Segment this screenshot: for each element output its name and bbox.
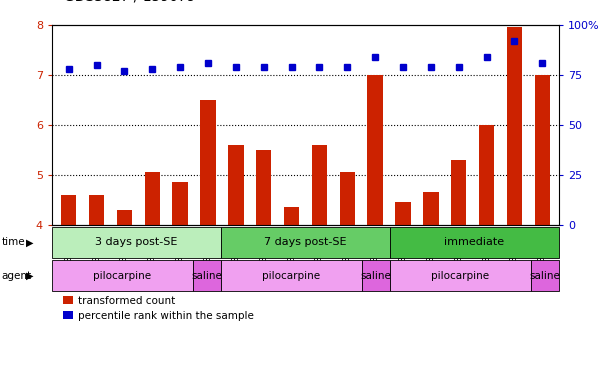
Bar [89, 195, 104, 225]
Bar [390, 260, 531, 291]
Bar [340, 172, 355, 225]
Bar [52, 227, 221, 258]
Bar [362, 260, 390, 291]
Bar [367, 75, 383, 225]
Bar [531, 260, 559, 291]
Bar [256, 150, 271, 225]
Text: time: time [1, 237, 25, 247]
Bar [479, 125, 494, 225]
Bar [200, 100, 216, 225]
Text: pilocarpine: pilocarpine [262, 271, 321, 281]
Text: 7 days post-SE: 7 days post-SE [264, 237, 347, 247]
Bar [117, 210, 132, 225]
Bar [535, 75, 550, 225]
Bar [507, 28, 522, 225]
Bar [221, 227, 390, 258]
Text: agent: agent [1, 271, 31, 281]
Text: saline: saline [530, 271, 560, 281]
Text: pilocarpine: pilocarpine [431, 271, 489, 281]
Bar [52, 260, 193, 291]
Legend: transformed count, percentile rank within the sample: transformed count, percentile rank withi… [64, 296, 254, 321]
Bar [193, 260, 221, 291]
Text: ▶: ▶ [26, 271, 34, 281]
Bar [423, 192, 439, 225]
Text: saline: saline [360, 271, 392, 281]
Bar [61, 195, 76, 225]
Text: GDS3827 / 159079: GDS3827 / 159079 [64, 0, 196, 4]
Bar [390, 227, 559, 258]
Bar [228, 145, 244, 225]
Bar [145, 172, 160, 225]
Bar [284, 207, 299, 225]
Text: pilocarpine: pilocarpine [93, 271, 152, 281]
Bar [451, 160, 466, 225]
Bar [221, 260, 362, 291]
Text: saline: saline [191, 271, 222, 281]
Text: 3 days post-SE: 3 days post-SE [95, 237, 178, 247]
Text: immediate: immediate [444, 237, 505, 247]
Bar [312, 145, 327, 225]
Bar [172, 182, 188, 225]
Bar [395, 202, 411, 225]
Text: ▶: ▶ [26, 237, 34, 247]
